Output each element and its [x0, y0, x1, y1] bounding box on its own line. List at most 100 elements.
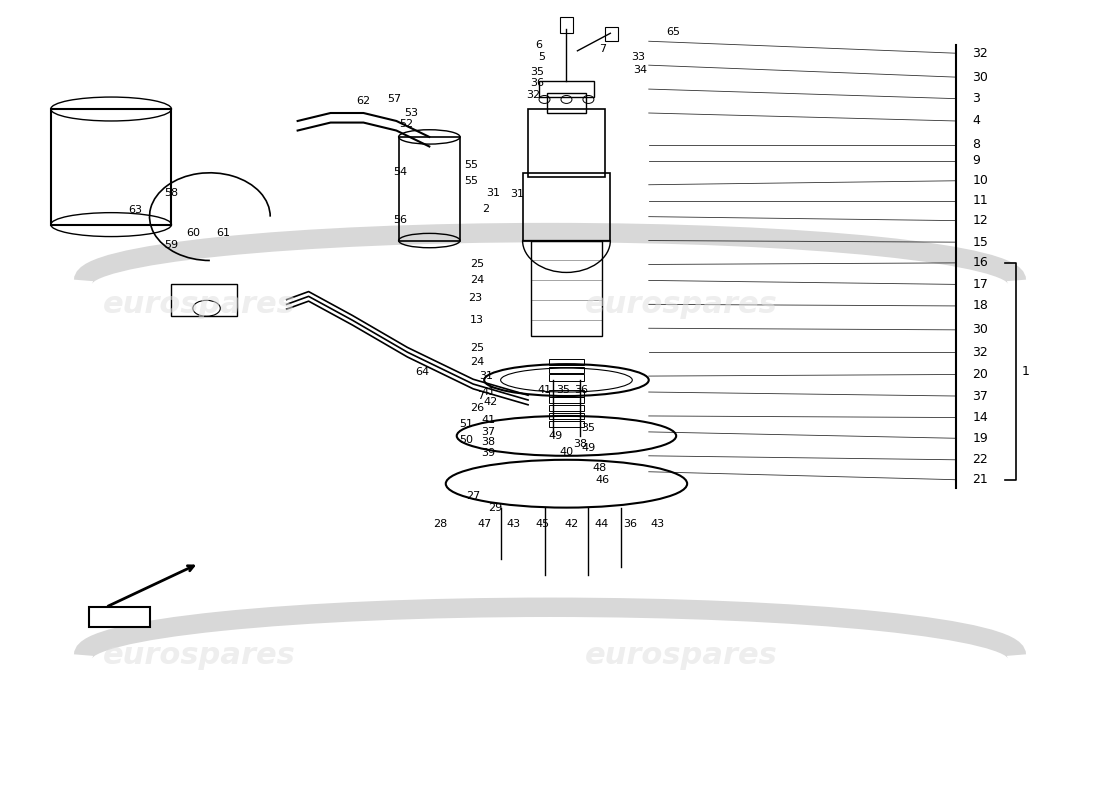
Text: 32: 32 — [527, 90, 540, 101]
Text: 38: 38 — [481, 438, 495, 447]
Bar — [560, 18, 573, 34]
Text: 36: 36 — [574, 386, 587, 395]
Bar — [549, 413, 584, 419]
Text: 12: 12 — [972, 214, 988, 227]
Text: 38: 38 — [574, 439, 587, 449]
Text: 3: 3 — [972, 92, 980, 105]
Text: 43: 43 — [507, 518, 521, 529]
Text: 40: 40 — [560, 447, 573, 457]
Text: 37: 37 — [972, 390, 988, 402]
Text: 23: 23 — [468, 293, 482, 303]
Text: 36: 36 — [623, 518, 637, 529]
Text: 49: 49 — [549, 431, 562, 441]
Text: 49: 49 — [581, 443, 595, 453]
Text: 39: 39 — [481, 448, 495, 458]
Text: 48: 48 — [592, 462, 606, 473]
Text: 24: 24 — [470, 275, 484, 286]
Text: 28: 28 — [433, 518, 448, 529]
Text: 25: 25 — [470, 259, 484, 270]
Bar — [549, 397, 584, 403]
Text: 44: 44 — [594, 518, 608, 529]
Text: eurospares: eurospares — [102, 290, 295, 319]
Text: 37: 37 — [481, 427, 495, 437]
Text: 6: 6 — [536, 40, 542, 50]
Text: 35: 35 — [530, 66, 543, 77]
Text: 31: 31 — [510, 190, 524, 199]
Bar — [522, 173, 611, 241]
Text: 54: 54 — [393, 167, 407, 177]
Text: 64: 64 — [415, 367, 429, 377]
Text: 41: 41 — [481, 415, 495, 425]
Text: 26: 26 — [470, 403, 484, 413]
Text: 7: 7 — [600, 44, 606, 54]
Text: 55: 55 — [464, 176, 478, 186]
Text: 46: 46 — [595, 474, 609, 485]
Text: 20: 20 — [972, 368, 988, 381]
Text: 33: 33 — [630, 52, 645, 62]
Text: 30: 30 — [972, 323, 988, 336]
Text: 17: 17 — [972, 278, 988, 291]
Bar — [549, 405, 584, 411]
Text: 45: 45 — [536, 518, 549, 529]
Bar — [528, 109, 605, 177]
Text: eurospares: eurospares — [585, 290, 778, 319]
Text: 36: 36 — [530, 78, 543, 88]
Text: 47: 47 — [477, 518, 492, 529]
Text: 58: 58 — [164, 188, 178, 198]
Text: 52: 52 — [398, 119, 412, 129]
Text: 55: 55 — [464, 160, 478, 170]
Text: 34: 34 — [632, 65, 647, 75]
Text: 41: 41 — [481, 387, 495, 397]
Text: 57: 57 — [387, 94, 402, 104]
Text: 65: 65 — [666, 26, 680, 37]
Bar — [539, 81, 594, 97]
Text: 7: 7 — [477, 391, 484, 401]
Text: 42: 42 — [564, 518, 579, 529]
Bar — [549, 374, 584, 381]
Bar — [605, 27, 618, 42]
Text: 41: 41 — [538, 386, 551, 395]
Text: 59: 59 — [164, 239, 178, 250]
Bar — [172, 285, 238, 316]
Text: 51: 51 — [459, 419, 473, 429]
Bar — [51, 109, 172, 225]
Text: 2: 2 — [483, 204, 490, 214]
Text: 30: 30 — [972, 70, 988, 84]
Text: 27: 27 — [466, 490, 481, 501]
Bar — [549, 421, 584, 427]
Text: 32: 32 — [972, 346, 988, 358]
Text: 11: 11 — [972, 194, 988, 207]
Text: 18: 18 — [972, 299, 988, 313]
Text: 4: 4 — [972, 114, 980, 127]
Text: 8: 8 — [972, 138, 980, 151]
Text: 19: 19 — [972, 432, 988, 445]
Text: 42: 42 — [483, 397, 497, 406]
Text: eurospares: eurospares — [585, 641, 778, 670]
Text: 25: 25 — [470, 343, 484, 353]
Text: 1: 1 — [1022, 365, 1030, 378]
Text: 61: 61 — [217, 227, 230, 238]
Text: 24: 24 — [470, 357, 484, 366]
Text: 35: 35 — [557, 386, 570, 395]
Text: 21: 21 — [972, 474, 988, 486]
Text: 53: 53 — [405, 108, 418, 118]
Bar — [398, 137, 460, 241]
Bar — [89, 607, 150, 627]
Bar — [549, 358, 584, 365]
Text: 13: 13 — [470, 315, 484, 326]
Text: 35: 35 — [582, 423, 595, 433]
Text: 63: 63 — [128, 206, 142, 215]
Text: 9: 9 — [972, 154, 980, 167]
Text: eurospares: eurospares — [102, 641, 295, 670]
Text: 29: 29 — [488, 502, 503, 513]
Text: 60: 60 — [186, 227, 200, 238]
Bar — [549, 366, 584, 373]
Text: 32: 32 — [972, 46, 988, 60]
Text: 5: 5 — [538, 52, 544, 62]
Text: 22: 22 — [972, 454, 988, 466]
Text: 16: 16 — [972, 256, 988, 270]
Text: 56: 56 — [394, 215, 407, 225]
Text: 43: 43 — [650, 518, 664, 529]
Text: 14: 14 — [972, 411, 988, 424]
Bar — [531, 241, 602, 336]
